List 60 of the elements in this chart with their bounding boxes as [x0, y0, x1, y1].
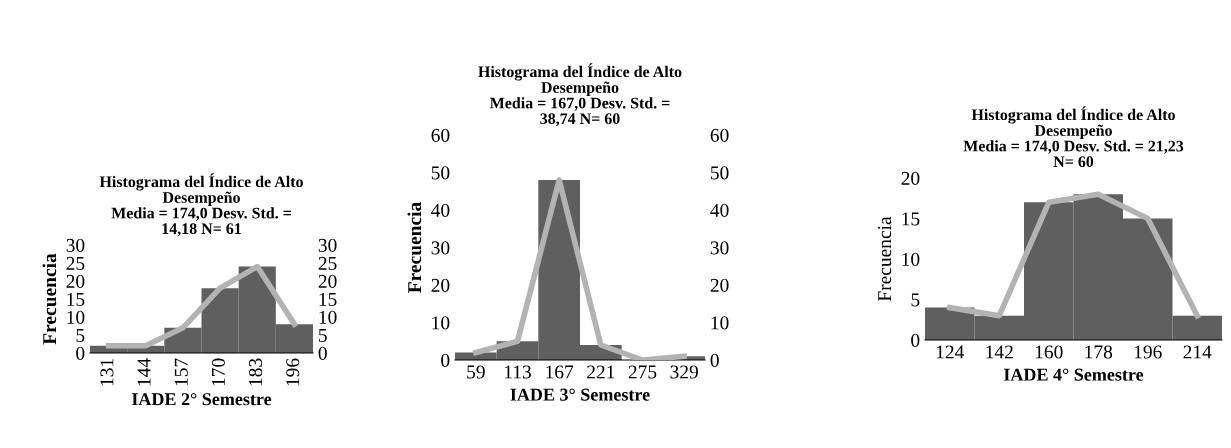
x-tick-label: 196	[1134, 345, 1162, 359]
x-tick-label: 131	[100, 359, 114, 386]
y2-tick-label: 20	[318, 274, 337, 288]
y2-tick-label: 30	[318, 238, 337, 252]
x-tick-label: 160	[1035, 345, 1063, 359]
y-tick-label: 5	[911, 293, 920, 307]
y2-tick-label: 10	[319, 310, 337, 324]
x-axis-title: IADE 3° Semestre	[510, 388, 650, 401]
x-tick-label: 167	[546, 365, 574, 379]
x-tick-label: 142	[986, 345, 1013, 359]
x-tick-label: 214	[1183, 345, 1212, 359]
x-axis-title: IADE 2° Semestre	[131, 393, 272, 406]
y2-tick-label: 60	[710, 128, 729, 142]
y-tick-label: 30	[66, 238, 85, 252]
y-tick-label: 10	[902, 252, 920, 266]
y-tick-label: 0	[911, 333, 920, 347]
y2-tick-label: 15	[319, 292, 337, 306]
x-tick-label: 59	[467, 365, 485, 379]
x-tick-label: 157	[174, 358, 188, 386]
x-tick-label: 196	[286, 358, 300, 386]
y-tick-label: 25	[66, 256, 85, 270]
y-tick-label: 15	[67, 292, 85, 306]
x-tick-label: 144	[137, 358, 151, 386]
x-axis-title: IADE 4° Semestre	[1003, 368, 1144, 381]
x-tick-label: 170	[211, 358, 225, 386]
y-tick-label: 30	[431, 241, 450, 255]
chart-title: Histograma del Índice de Alto Desempeño Media = 174,0 Desv. Std. = 14,18 N= 61	[99, 173, 303, 237]
x-tick-label: 124	[936, 345, 965, 359]
y2-tick-label: 10	[711, 316, 729, 330]
y-tick-label: 40	[431, 203, 450, 217]
y-tick-label: 0	[441, 353, 450, 367]
x-tick-label: 183	[249, 358, 263, 386]
y-tick-label: 10	[432, 316, 450, 330]
chart-title: Histograma del Índice de Alto Desempeño Media = 174,0 Desv. Std. = 21,23 N= 60	[963, 106, 1184, 168]
y-tick-label: 15	[902, 212, 920, 226]
y-tick-label: 20	[901, 171, 920, 185]
y2-tick-label: 40	[710, 203, 729, 217]
x-tick-label: 178	[1085, 345, 1113, 359]
y-tick-label: 20	[66, 274, 85, 288]
chart-title: Histograma del Índice de Alto Desempeño Media = 167,0 Desv. Std. = 38,74 N= 60	[478, 63, 682, 127]
y-axis-title: Frecuencia	[407, 202, 422, 293]
x-tick-label: 329	[670, 365, 698, 379]
y-axis-title: Frecuencia	[878, 216, 892, 302]
y-tick-label: 10	[67, 310, 85, 324]
y2-tick-label: 5	[318, 329, 327, 342]
y2-tick-label: 30	[710, 241, 729, 255]
y2-tick-label: 0	[318, 346, 327, 360]
y-tick-label: 60	[431, 128, 450, 142]
y2-tick-label: 50	[710, 166, 729, 180]
x-tick-label: 113	[504, 365, 531, 379]
y-tick-label: 50	[431, 166, 450, 180]
x-tick-label: 275	[628, 365, 657, 379]
y-axis-title: Frecuencia	[42, 253, 57, 345]
y-tick-label: 5	[76, 329, 85, 342]
y2-tick-label: 0	[710, 353, 719, 367]
y2-tick-label: 25	[318, 256, 337, 270]
y-tick-label: 0	[76, 346, 85, 360]
y-tick-label: 20	[431, 278, 450, 292]
x-tick-label: 221	[587, 365, 615, 379]
y2-tick-label: 20	[710, 278, 729, 292]
